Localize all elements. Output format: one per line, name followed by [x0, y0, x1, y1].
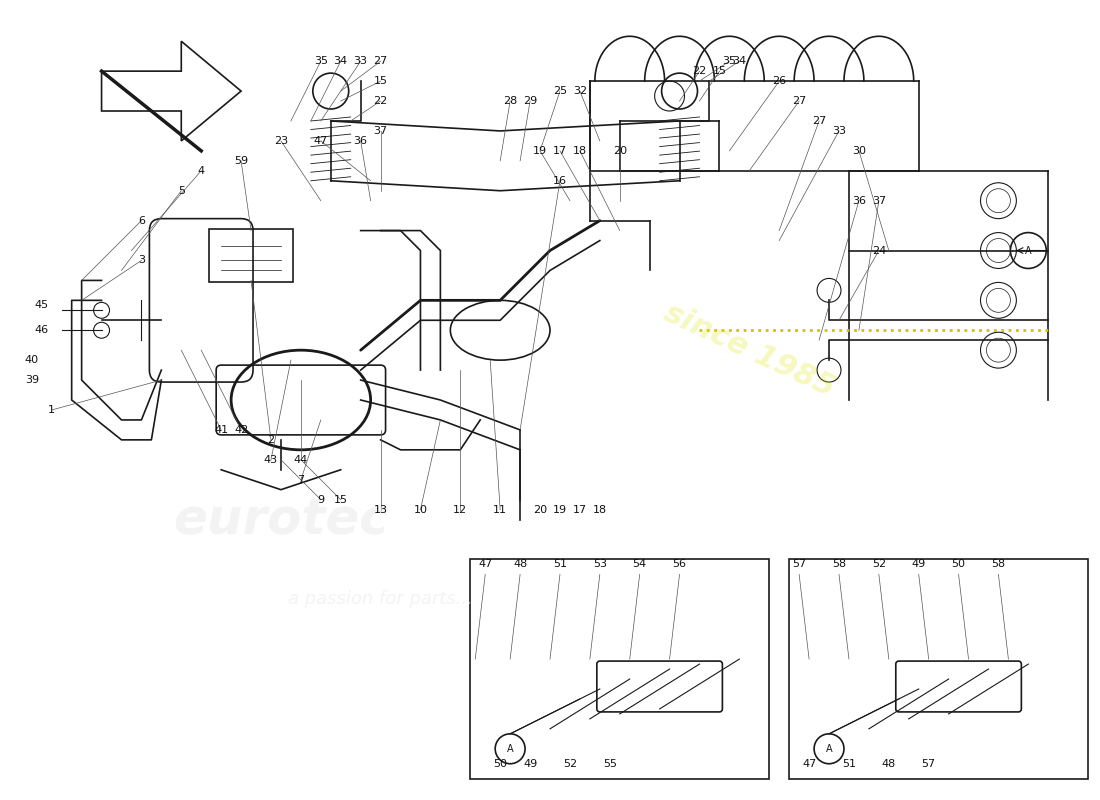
Text: 57: 57 — [792, 559, 806, 570]
Text: 22: 22 — [374, 96, 387, 106]
Text: 45: 45 — [35, 300, 48, 310]
Text: A: A — [1025, 246, 1032, 255]
Text: A: A — [826, 744, 833, 754]
Text: 6: 6 — [138, 216, 145, 226]
Text: 46: 46 — [35, 326, 48, 335]
Text: 23: 23 — [274, 136, 288, 146]
Text: 16: 16 — [553, 176, 566, 186]
Text: 26: 26 — [772, 76, 786, 86]
Text: 9: 9 — [317, 494, 324, 505]
Text: eurotec: eurotec — [173, 495, 389, 543]
Text: 35: 35 — [314, 56, 328, 66]
Text: 4: 4 — [198, 166, 205, 176]
Text: 19: 19 — [553, 505, 566, 514]
Text: 48: 48 — [882, 758, 895, 769]
Text: 52: 52 — [872, 559, 886, 570]
Text: 20: 20 — [534, 505, 547, 514]
Text: 34: 34 — [333, 56, 348, 66]
Text: 55: 55 — [603, 758, 617, 769]
Text: 33: 33 — [832, 126, 846, 136]
Text: 15: 15 — [713, 66, 726, 76]
Text: 36: 36 — [851, 196, 866, 206]
Text: 53: 53 — [593, 559, 607, 570]
Text: 25: 25 — [553, 86, 566, 96]
Text: 47: 47 — [478, 559, 493, 570]
Text: 42: 42 — [234, 425, 249, 435]
Text: a passion for parts...: a passion for parts... — [288, 590, 473, 608]
Text: 33: 33 — [354, 56, 367, 66]
Text: 19: 19 — [534, 146, 547, 156]
Text: 2: 2 — [267, 435, 275, 445]
Text: 35: 35 — [723, 56, 736, 66]
Text: 58: 58 — [991, 559, 1005, 570]
Text: 7: 7 — [297, 474, 305, 485]
Text: 27: 27 — [374, 56, 387, 66]
Text: 13: 13 — [374, 505, 387, 514]
Text: 39: 39 — [24, 375, 38, 385]
Text: 29: 29 — [522, 96, 537, 106]
Text: 41: 41 — [214, 425, 228, 435]
Text: 30: 30 — [851, 146, 866, 156]
Text: 20: 20 — [613, 146, 627, 156]
Text: A: A — [507, 744, 514, 754]
Text: 40: 40 — [24, 355, 38, 365]
Text: 48: 48 — [513, 559, 527, 570]
Text: 28: 28 — [503, 96, 517, 106]
Text: 51: 51 — [842, 758, 856, 769]
Text: 50: 50 — [493, 758, 507, 769]
Text: 1: 1 — [48, 405, 55, 415]
Text: 59: 59 — [234, 156, 249, 166]
Text: 10: 10 — [414, 505, 428, 514]
Bar — [789, 559, 1088, 778]
Text: 12: 12 — [453, 505, 468, 514]
Bar — [471, 559, 769, 778]
Text: 54: 54 — [632, 559, 647, 570]
Text: 18: 18 — [573, 146, 587, 156]
Text: 15: 15 — [374, 76, 387, 86]
Text: 43: 43 — [264, 454, 278, 465]
Text: 47: 47 — [802, 758, 816, 769]
Text: 3: 3 — [138, 255, 145, 266]
Text: 15: 15 — [333, 494, 348, 505]
Text: 36: 36 — [354, 136, 367, 146]
Text: 32: 32 — [573, 86, 587, 96]
Text: 50: 50 — [952, 559, 966, 570]
Text: 49: 49 — [912, 559, 926, 570]
Text: 51: 51 — [553, 559, 566, 570]
Text: 18: 18 — [593, 505, 607, 514]
Text: 22: 22 — [692, 66, 706, 76]
Text: 24: 24 — [871, 246, 886, 255]
Text: 37: 37 — [872, 196, 886, 206]
Text: 52: 52 — [563, 758, 578, 769]
Text: 58: 58 — [832, 559, 846, 570]
Text: 17: 17 — [553, 146, 566, 156]
Text: 37: 37 — [374, 126, 387, 136]
Text: 17: 17 — [573, 505, 587, 514]
Text: 57: 57 — [922, 758, 936, 769]
Text: 44: 44 — [294, 454, 308, 465]
Text: 27: 27 — [792, 96, 806, 106]
Text: 56: 56 — [672, 559, 686, 570]
Text: 49: 49 — [522, 758, 537, 769]
Text: 5: 5 — [178, 186, 185, 196]
Text: 47: 47 — [314, 136, 328, 146]
Text: 34: 34 — [733, 56, 747, 66]
Text: 11: 11 — [493, 505, 507, 514]
Text: since 1985: since 1985 — [660, 298, 839, 402]
Text: 27: 27 — [812, 116, 826, 126]
